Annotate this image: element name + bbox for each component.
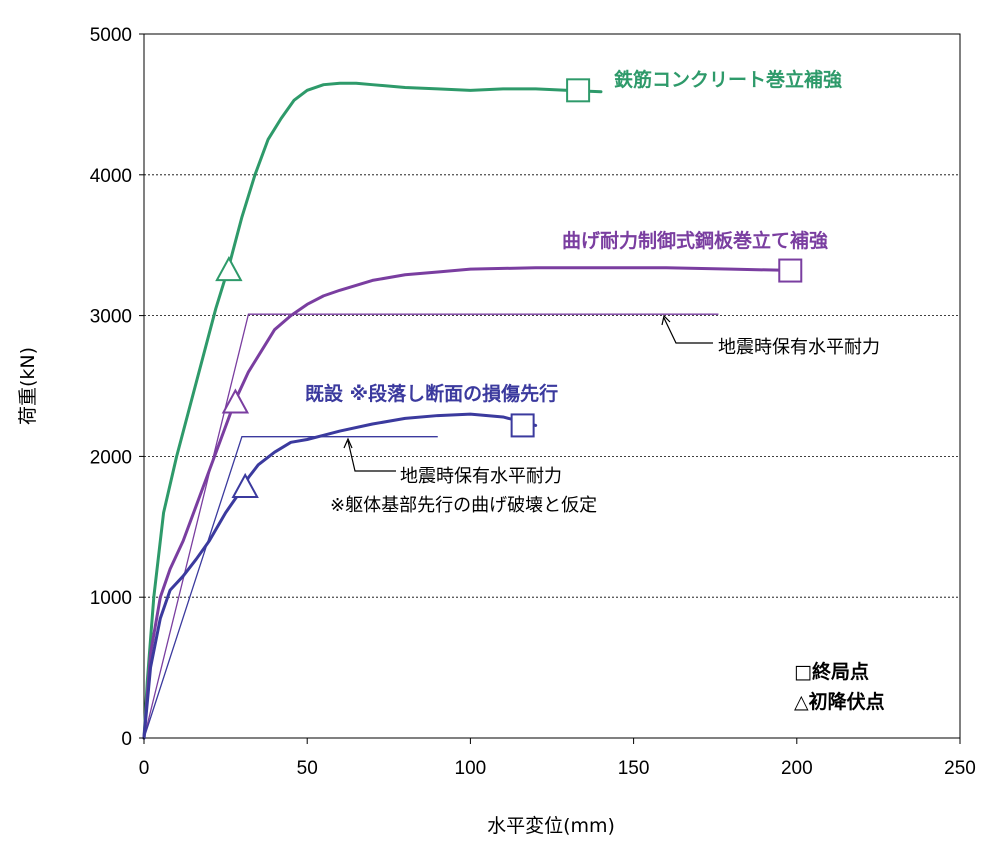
curve-green [142,81,603,740]
capacity-leader-lower [347,440,396,472]
axis-ticks: 0 1000 2000 3000 4000 5000 0 50 100 150 200 250 [90,25,976,779]
capacity-leader-upper [663,317,713,344]
capacity-arrowhead-upper [661,314,671,326]
x-tick-label: 0 [139,758,150,779]
x-tick-label: 250 [944,758,976,779]
gridlines [144,174,960,598]
legend-yield: △初降伏点 [794,690,885,713]
y-tick-label: 1000 [90,588,132,609]
ultimate-point-navy [510,413,535,438]
x-tick-label: 100 [455,758,487,779]
capacity-arrowhead-lower [343,437,353,449]
plot-area-frame [143,33,961,739]
yield-point-purple [221,388,250,414]
x-tick-label: 200 [781,758,813,779]
x-tick-label: 150 [618,758,650,779]
x-tick-label: 50 [297,758,318,779]
y-tick-label: 2000 [90,447,132,468]
y-tick-label: 4000 [90,166,132,187]
capacity-label-upper: 地震時保有水平耐力 [718,337,880,358]
curve-navy [142,412,538,740]
green-series-label: 鉄筋コンクリート巻立補強 [614,68,842,91]
yield-point-navy [231,472,259,498]
ultimate-point-purple [778,258,803,283]
legend-ultimate: □終局点 [794,660,869,683]
yield-point-green [215,256,243,282]
ultimate-point-green [566,78,591,103]
navy-series-label: 既設 ※段落し断面の損傷先行 [305,382,558,405]
y-tick-label: 3000 [90,307,132,328]
capacity-envelope-purple [143,313,719,739]
y-tick-label: 5000 [90,25,132,46]
capacity-label-lower: 地震時保有水平耐力 [400,466,562,487]
curve-purple [142,266,799,740]
load-displacement-curves [142,81,799,740]
y-tick-label: 0 [121,729,132,750]
capacity-envelopes [143,313,719,739]
y-axis-title: 荷重(kN) [17,347,39,425]
capacity-envelope-navy [143,436,438,739]
assumption-note: ※躯体基部先行の曲げ破壊と仮定 [330,495,597,516]
curve-markers [215,78,803,498]
x-axis-title: 水平変位(mm) [487,815,615,837]
purple-series-label: 曲げ耐力制御式鋼板巻立て補強 [562,229,828,252]
